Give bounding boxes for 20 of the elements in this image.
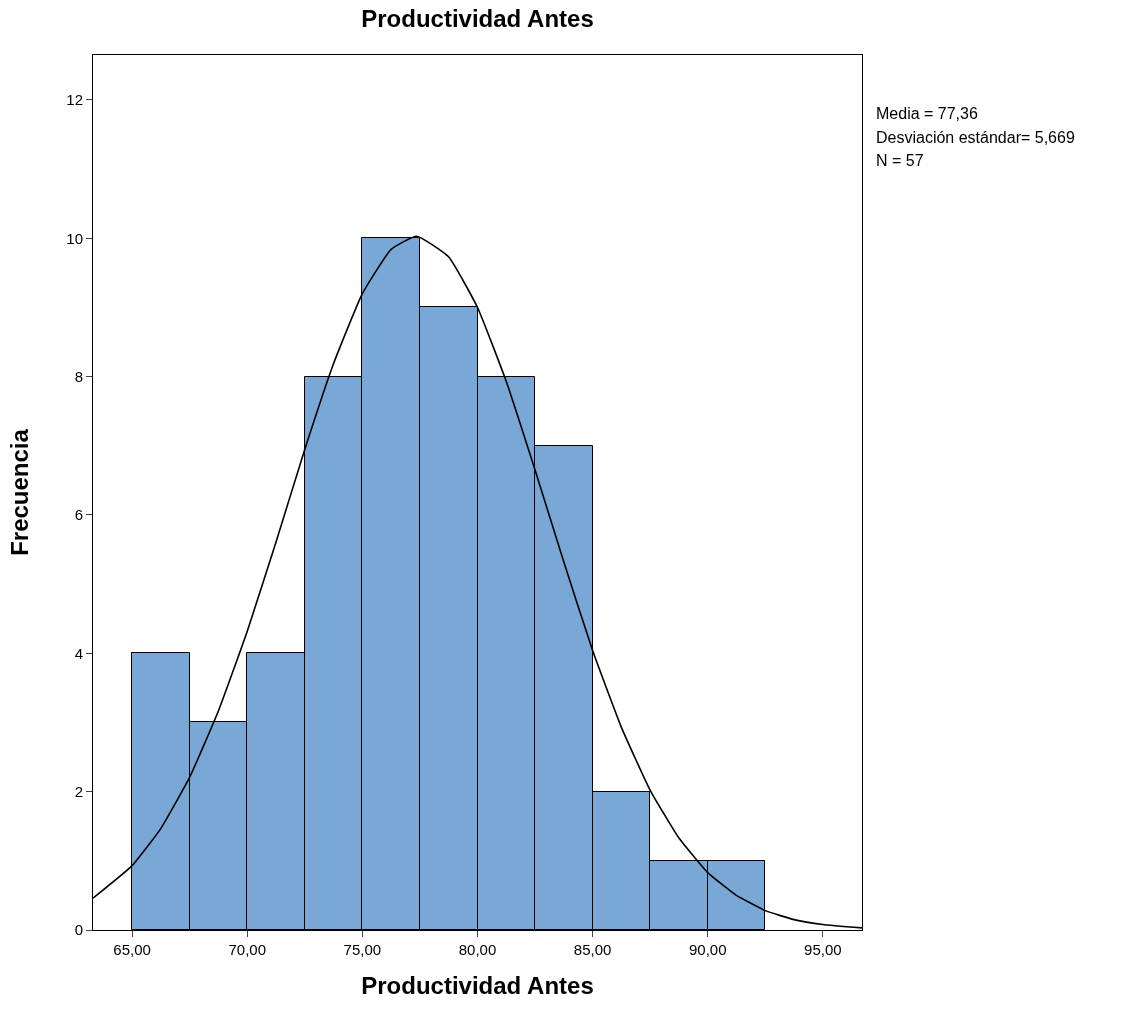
x-tick-label: 90,00 <box>688 941 727 958</box>
x-tick-label: 95,00 <box>804 941 842 958</box>
x-axis-title: Productividad Antes <box>361 972 594 1000</box>
y-tick-label: 10 <box>66 229 83 247</box>
y-tick-label: 0 <box>74 921 83 939</box>
x-tick-label: 65,00 <box>113 941 151 958</box>
x-tick-label: 70,00 <box>228 941 267 958</box>
text: N = 57 <box>876 152 924 169</box>
y-axis-title: Frecuencia <box>6 428 34 556</box>
text: Media = 77,36 <box>876 105 978 122</box>
y-tick-label: 6 <box>74 506 83 524</box>
y-tick-label: 8 <box>74 367 83 385</box>
y-tick-label: 4 <box>74 644 83 662</box>
x-tick-label: 75,00 <box>343 941 382 958</box>
x-tick-label: 80,00 <box>458 941 497 958</box>
x-tick-label: 85,00 <box>573 941 612 958</box>
y-tick-label: 12 <box>66 91 83 109</box>
text: Desviación estándar= 5,669 <box>876 129 1075 146</box>
chart-title: Productividad Antes <box>361 5 594 33</box>
y-tick-label: 2 <box>74 782 83 800</box>
